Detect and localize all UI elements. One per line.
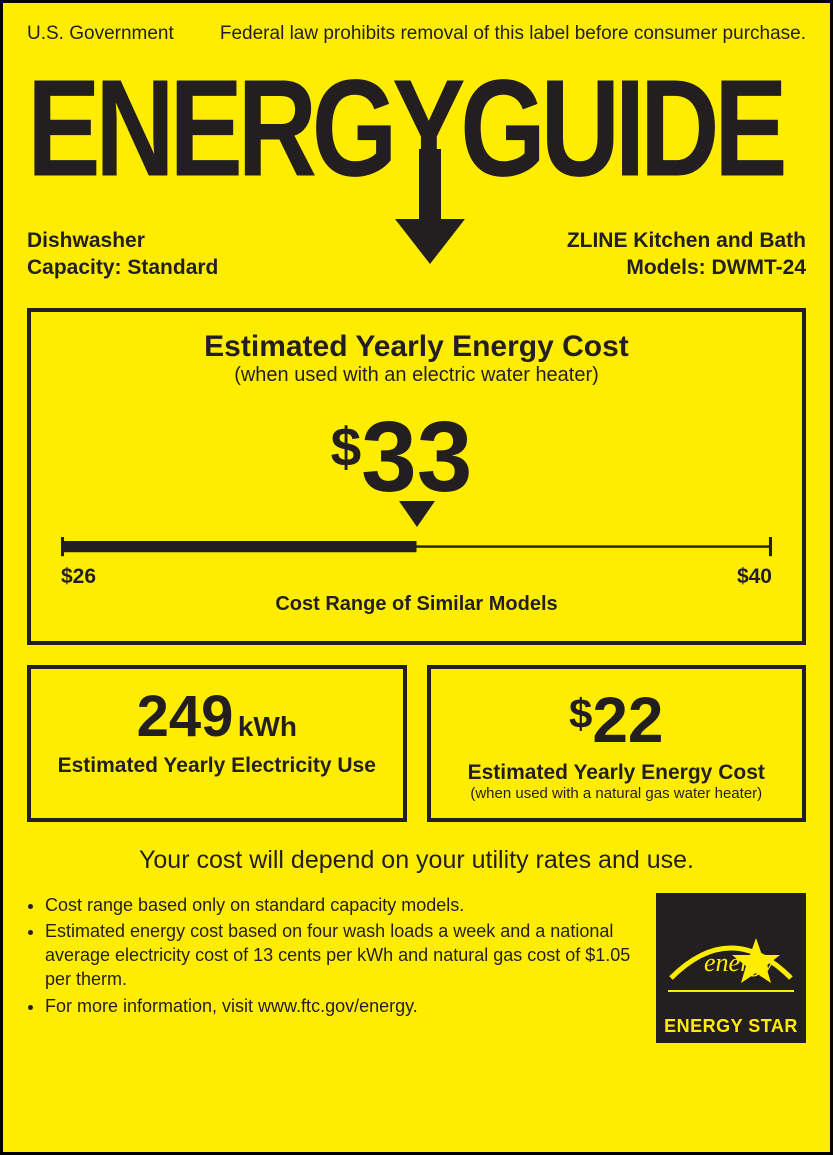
scale-caption: Cost Range of Similar Models bbox=[61, 593, 772, 616]
arrow-down-icon bbox=[385, 149, 475, 269]
energy-star-text: ENERGY STAR bbox=[656, 1016, 806, 1037]
main-title: Estimated Yearly Energy Cost bbox=[61, 330, 772, 364]
pointer-icon bbox=[399, 501, 435, 531]
model-number: Models: DWMT-24 bbox=[567, 254, 806, 281]
scale-labels: $26 $40 bbox=[61, 565, 772, 589]
header-row: U.S. Government Federal law prohibits re… bbox=[27, 23, 806, 45]
main-cost-box: Estimated Yearly Energy Cost (when used … bbox=[27, 308, 806, 645]
cost-value: 33 bbox=[361, 401, 472, 513]
gas-currency: $ bbox=[569, 690, 592, 737]
currency-symbol: $ bbox=[331, 416, 362, 478]
scale-min: $26 bbox=[61, 565, 96, 589]
gas-cost-sub: (when used with a natural gas water heat… bbox=[441, 785, 793, 802]
logo-row: ENERGYGUIDE bbox=[27, 49, 806, 179]
energy-guide-label: U.S. Government Federal law prohibits re… bbox=[0, 0, 833, 1155]
footer-row: Cost range based only on standard capaci… bbox=[27, 893, 806, 1043]
main-subtitle: (when used with an electric water heater… bbox=[61, 364, 772, 387]
footnote-item: For more information, visit www.ftc.gov/… bbox=[45, 994, 638, 1018]
gas-cost-value: 22 bbox=[592, 684, 663, 756]
brand-info: ZLINE Kitchen and Bath Models: DWMT-24 bbox=[567, 227, 806, 282]
kwh-value: 249 bbox=[137, 684, 234, 749]
gas-cost-row: $22 bbox=[441, 683, 793, 757]
product-capacity: Capacity: Standard bbox=[27, 254, 218, 281]
brand-name: ZLINE Kitchen and Bath bbox=[567, 227, 806, 254]
scale-max: $40 bbox=[737, 565, 772, 589]
energy-star-icon: energy bbox=[656, 893, 806, 1013]
footnote-item: Cost range based only on standard capaci… bbox=[45, 893, 638, 917]
law-text: Federal law prohibits removal of this la… bbox=[220, 23, 806, 45]
gas-cost-label: Estimated Yearly Energy Cost bbox=[441, 761, 793, 785]
product-info: Dishwasher Capacity: Standard bbox=[27, 227, 218, 282]
gov-text: U.S. Government bbox=[27, 23, 174, 45]
cost-scale: $26 $40 Cost Range of Similar Models bbox=[61, 501, 772, 611]
footnote-item: Estimated energy cost based on four wash… bbox=[45, 919, 638, 992]
depends-text: Your cost will depend on your utility ra… bbox=[27, 846, 806, 875]
gas-cost-box: $22 Estimated Yearly Energy Cost (when u… bbox=[427, 665, 807, 822]
secondary-boxes: 249 kWh Estimated Yearly Electricity Use… bbox=[27, 665, 806, 822]
energy-star-logo: energy ENERGY STAR bbox=[656, 893, 806, 1043]
kwh-unit: kWh bbox=[238, 711, 297, 742]
yearly-cost-electric: $33 bbox=[31, 407, 772, 507]
energy-script: energy bbox=[704, 948, 774, 977]
kwh-box: 249 kWh Estimated Yearly Electricity Use bbox=[27, 665, 407, 822]
kwh-row: 249 kWh bbox=[41, 683, 393, 750]
scale-line bbox=[61, 537, 772, 561]
kwh-label: Estimated Yearly Electricity Use bbox=[41, 754, 393, 778]
footnote-list: Cost range based only on standard capaci… bbox=[27, 893, 638, 1020]
product-type: Dishwasher bbox=[27, 227, 218, 254]
